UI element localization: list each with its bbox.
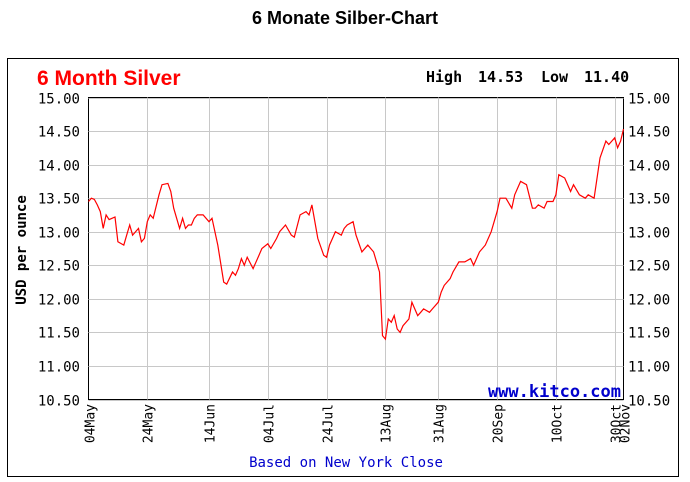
x-tick-label: 24Jul [322, 404, 337, 443]
y-tick-label: 12.50 [38, 259, 80, 275]
y-tick-label: 13.50 [38, 192, 80, 208]
y-tick-labels-left: 15.00 14.50 14.00 13.50 13.00 12.50 12.00 11.50… [38, 92, 80, 410]
chart-title: 6 Month Silver [37, 67, 181, 90]
x-tick-label: 30Oct [610, 404, 625, 443]
x-tick-label: 14Jun [204, 404, 219, 443]
x-tick-label: 24May [142, 404, 157, 443]
y-tick-label-right: 11.00 [628, 360, 670, 376]
y-axis-label: USD per ounce [14, 195, 30, 305]
x-tick-label: 02Nov [619, 404, 634, 443]
watermark: www.kitco.com [488, 382, 621, 402]
high-low-readout: High 14.53 Low 11.40 [426, 68, 629, 86]
x-tick-label: 20Sep [492, 404, 507, 443]
y-tick-label: 14.50 [38, 125, 80, 141]
high-value: 14.53 [478, 68, 523, 86]
y-tick-label: 10.50 [38, 394, 80, 410]
x-tick-label: 04May [84, 404, 99, 443]
high-label: High [426, 68, 462, 86]
x-tick-label: 13Aug [380, 404, 395, 443]
y-tick-label-right: 14.50 [628, 125, 670, 141]
plot-area [88, 97, 624, 400]
footer-note: Based on New York Close [249, 455, 443, 471]
y-tick-label-right: 10.50 [628, 394, 670, 410]
page-title: 6 Monate Silber-Chart [251, 8, 439, 28]
y-tick-label-right: 13.50 [628, 192, 670, 208]
y-tick-label-right: 14.00 [628, 159, 670, 175]
low-label: Low [541, 68, 569, 86]
y-tick-label-right: 15.00 [628, 92, 670, 108]
y-tick-labels-right: 15.00 14.50 14.00 13.50 13.00 12.50 12.00 11.50… [628, 92, 670, 410]
y-tick-label-right: 13.00 [628, 226, 670, 242]
grid-lines [88, 97, 624, 401]
x-tick-labels: 04May 24May 14Jun 04Jul 24Jul 13Aug 31Aug 20Sep… [84, 404, 634, 443]
y-tick-label: 11.00 [38, 360, 80, 376]
low-value: 11.40 [584, 68, 629, 86]
y-tick-label: 15.00 [38, 92, 80, 108]
y-tick-label-right: 12.00 [628, 293, 670, 309]
series-line-silver [88, 128, 625, 341]
y-tick-label-right: 11.50 [628, 326, 670, 342]
y-tick-label: 11.50 [38, 326, 80, 342]
x-tick-label: 04Jul [263, 404, 278, 443]
y-tick-label: 14.00 [38, 159, 80, 175]
y-tick-label: 13.00 [38, 226, 80, 242]
x-tick-label: 31Aug [433, 404, 448, 443]
y-tick-label-right: 12.50 [628, 259, 670, 275]
x-tick-label: 10Oct [551, 404, 566, 443]
y-tick-label: 12.00 [38, 293, 80, 309]
